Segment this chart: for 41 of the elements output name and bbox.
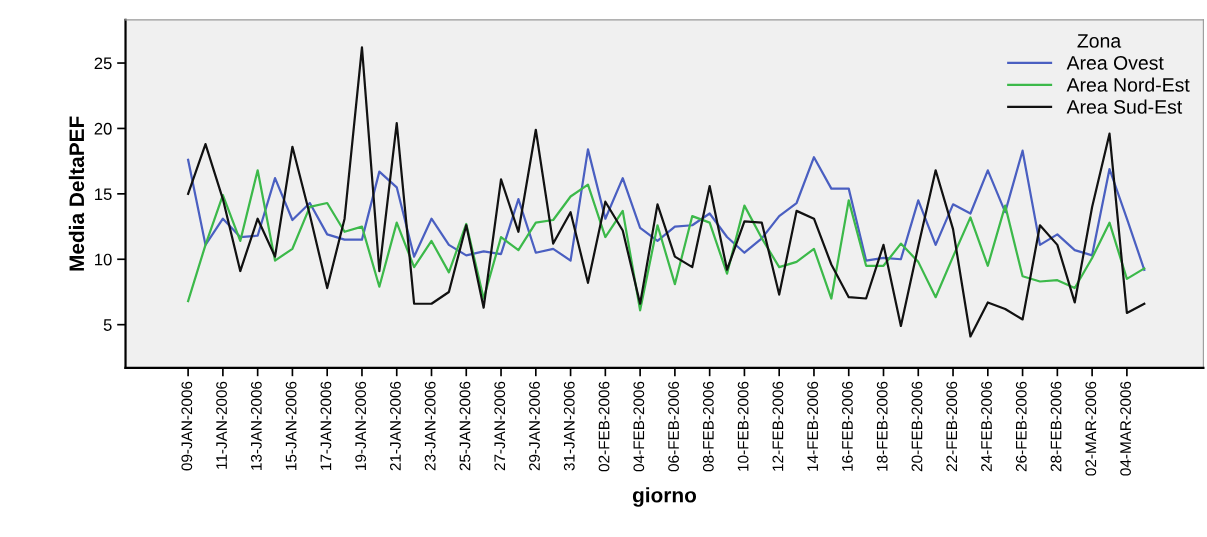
legend-title: Zona [1077,34,1122,48]
x-tick-label: 20-FEB-2006 [911,381,923,472]
x-tick-label: 18-FEB-2006 [876,381,888,471]
y-tick-label: 10 [95,253,112,266]
x-tick-label: 04-MAR-2006 [1120,381,1131,476]
x-tick-label: 29-JAN-2006 [529,381,540,471]
x-tick-label: 06-FEB-2006 [668,381,679,472]
y-tick-label: 15 [95,188,112,201]
x-tick-label: 11-JAN-2006 [216,381,227,469]
x-tick-label: 09-JAN-2006 [181,381,193,471]
x-tick-label: 26-FEB-2006 [1015,381,1027,472]
y-tick-label: 25 [94,57,112,70]
x-tick-label: 16-FEB-2006 [842,381,853,471]
legend-label: Area Nord-Est [1066,77,1190,92]
x-tick-label: 02-FEB-2006 [598,381,610,472]
line-series [187,148,1146,271]
x-tick-label: 12-FEB-2006 [772,381,784,471]
x-tick-label: 27-JAN-2006 [494,381,506,471]
legend-label: Area Sud-Est [1066,99,1183,114]
x-axis-title: giorno [632,487,697,507]
x-tick-label: 22-FEB-2006 [946,381,958,472]
x-tick-label: 10-FEB-2006 [737,381,749,471]
x-tick-label: 02-MAR-2006 [1085,381,1097,476]
x-tick-label: 19-JAN-2006 [355,381,367,470]
x-tick-label: 24-FEB-2006 [981,381,992,472]
x-tick-label: 25-JAN-2006 [459,381,471,471]
x-tick-label: 08-FEB-2006 [702,381,714,472]
line-series [187,169,1146,312]
x-tick-label: 13-JAN-2006 [250,381,262,470]
x-tick-label: 31-JAN-2006 [563,381,575,471]
y-tick-label: 20 [94,122,112,135]
x-tick-label: 15-JAN-2006 [285,381,297,470]
y-tick-label: 5 [103,319,112,331]
x-tick-label: 14-FEB-2006 [807,381,819,471]
x-tick-label: 21-JAN-2006 [390,381,401,471]
x-tick-label: 17-JAN-2006 [320,381,332,470]
x-tick-label: 28-FEB-2006 [1050,381,1062,472]
y-axis-title: Media DeltaPEF [68,116,85,271]
x-tick-label: 23-JAN-2006 [424,381,436,471]
legend-label: Area Ovest [1066,56,1164,70]
x-tick-label: 04-FEB-2006 [633,381,645,472]
